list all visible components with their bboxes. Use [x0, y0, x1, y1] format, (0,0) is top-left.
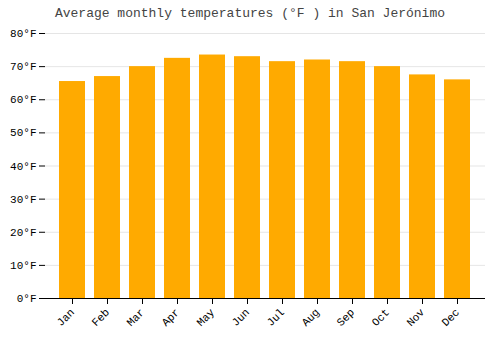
svg-text:50°F: 50°F: [10, 127, 36, 139]
svg-text:Sep: Sep: [335, 306, 357, 328]
svg-text:20°F: 20°F: [10, 227, 36, 239]
svg-text:40°F: 40°F: [10, 161, 36, 173]
svg-text:10°F: 10°F: [10, 260, 36, 272]
svg-text:Jun: Jun: [230, 306, 252, 328]
svg-text:Oct: Oct: [370, 306, 392, 328]
svg-text:May: May: [195, 306, 218, 329]
html-text:Average monthly temperatures (: Average monthly temperatures (°F ) in Sa…: [55, 6, 445, 21]
svg-text:Apr: Apr: [160, 306, 182, 328]
svg-text:Feb: Feb: [90, 306, 112, 328]
svg-text:Mar: Mar: [125, 306, 147, 328]
svg-text:30°F: 30°F: [10, 194, 36, 206]
svg-text:Nov: Nov: [405, 306, 428, 329]
svg-text:70°F: 70°F: [10, 61, 36, 73]
svg-text:60°F: 60°F: [10, 94, 36, 106]
svg-text:0°F: 0°F: [17, 293, 37, 305]
svg-text:Aug: Aug: [300, 306, 322, 328]
svg-text:Jul: Jul: [265, 306, 287, 328]
svg-text:80°F: 80°F: [10, 28, 36, 40]
svg-text:Dec: Dec: [440, 306, 462, 328]
svg-text:Jan: Jan: [55, 306, 77, 328]
